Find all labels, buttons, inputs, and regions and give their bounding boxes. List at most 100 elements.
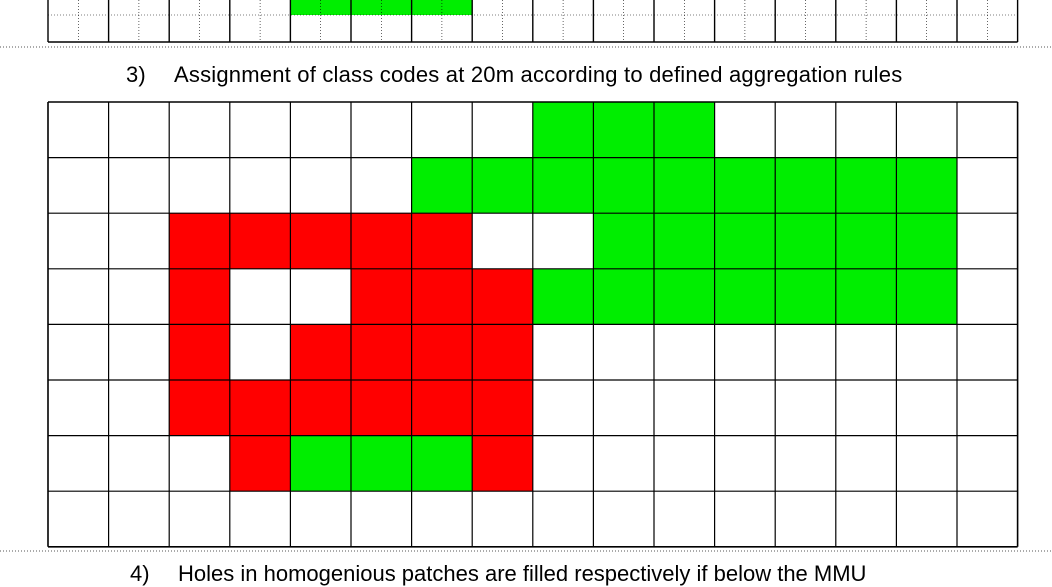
cell-red — [169, 268, 230, 325]
step-3-text: Assignment of class codes at 20m accordi… — [174, 62, 903, 87]
cell-green — [290, 435, 351, 492]
cell-empty — [48, 102, 109, 158]
cell-empty — [714, 491, 776, 547]
cell-empty — [957, 380, 1018, 436]
cell-green — [654, 102, 715, 158]
cell-green — [896, 268, 957, 325]
cell-empty — [48, 268, 109, 325]
cell-green — [654, 157, 715, 214]
cell-empty — [835, 324, 897, 380]
cell-empty — [48, 157, 109, 214]
cell-empty — [896, 102, 957, 158]
cell-empty — [957, 157, 1018, 214]
cell-green — [896, 213, 957, 269]
fragment-cell-green — [290, 0, 351, 15]
cell-empty — [532, 491, 594, 547]
cell-empty — [48, 491, 109, 547]
cell-red — [472, 435, 533, 492]
cell-empty — [775, 324, 836, 380]
cell-empty — [835, 102, 897, 158]
cell-red — [411, 324, 473, 380]
cell-empty — [957, 435, 1018, 492]
cell-empty — [108, 435, 170, 492]
cell-red — [351, 324, 412, 380]
cell-empty — [775, 102, 836, 158]
step-4-heading: 4) Holes in homogenious patches are fille… — [130, 561, 866, 587]
cell-red — [229, 380, 291, 436]
cell-empty — [957, 102, 1018, 158]
cell-green — [411, 435, 473, 492]
cell-empty — [290, 491, 351, 547]
cell-empty — [472, 213, 533, 269]
cell-empty — [714, 380, 776, 436]
cell-green — [532, 268, 594, 325]
cell-red — [411, 268, 473, 325]
cell-empty — [593, 435, 654, 492]
cell-red — [169, 324, 230, 380]
step-4-number: 4) — [130, 561, 150, 586]
cell-green — [714, 268, 776, 325]
cell-empty — [835, 435, 897, 492]
cell-empty — [108, 380, 170, 436]
cell-green — [593, 213, 654, 269]
cell-empty — [229, 268, 291, 325]
cell-green — [896, 157, 957, 214]
cell-red — [290, 380, 351, 436]
cell-empty — [108, 324, 170, 380]
cell-empty — [775, 380, 836, 436]
cell-empty — [169, 102, 230, 158]
step-4-text: Holes in homogenious patches are filled … — [178, 561, 867, 586]
step-3-number: 3) — [126, 62, 146, 87]
cell-green — [714, 213, 776, 269]
cell-empty — [532, 380, 594, 436]
cell-empty — [896, 491, 957, 547]
cell-green — [593, 157, 654, 214]
cell-green — [411, 157, 473, 214]
cell-green — [532, 102, 594, 158]
cell-empty — [411, 491, 473, 547]
step-3-heading: 3) Assignment of class codes at 20m accor… — [126, 62, 902, 88]
cell-empty — [290, 102, 351, 158]
cell-empty — [48, 324, 109, 380]
cell-red — [472, 380, 533, 436]
cell-red — [290, 213, 351, 269]
cell-green — [351, 435, 412, 492]
cell-empty — [957, 324, 1018, 380]
cell-empty — [896, 435, 957, 492]
cell-green — [654, 213, 715, 269]
cell-green — [472, 157, 533, 214]
cell-empty — [472, 102, 533, 158]
cell-empty — [714, 102, 776, 158]
cell-empty — [290, 268, 351, 325]
cell-empty — [957, 491, 1018, 547]
cell-empty — [654, 491, 715, 547]
cell-empty — [532, 324, 594, 380]
cell-empty — [290, 157, 351, 214]
cell-empty — [714, 324, 776, 380]
cell-empty — [654, 435, 715, 492]
cell-empty — [229, 491, 291, 547]
cell-green — [775, 213, 836, 269]
cell-empty — [593, 491, 654, 547]
cell-green — [835, 268, 897, 325]
class-code-grid — [47, 101, 1019, 548]
cell-red — [169, 380, 230, 436]
cell-green — [835, 157, 897, 214]
cell-empty — [48, 380, 109, 436]
cell-empty — [532, 435, 594, 492]
cell-red — [411, 213, 473, 269]
cell-green — [714, 157, 776, 214]
cell-red — [351, 213, 412, 269]
diagram-canvas — [0, 0, 1052, 552]
cell-empty — [775, 435, 836, 492]
cell-green — [835, 213, 897, 269]
cell-red — [411, 380, 473, 436]
cell-empty — [351, 491, 412, 547]
fragment-cell-green — [411, 0, 473, 15]
cell-empty — [229, 157, 291, 214]
cell-red — [229, 435, 291, 492]
cell-empty — [896, 324, 957, 380]
cell-empty — [593, 380, 654, 436]
cell-empty — [835, 491, 897, 547]
previous-grid-fragment — [47, 0, 1019, 43]
